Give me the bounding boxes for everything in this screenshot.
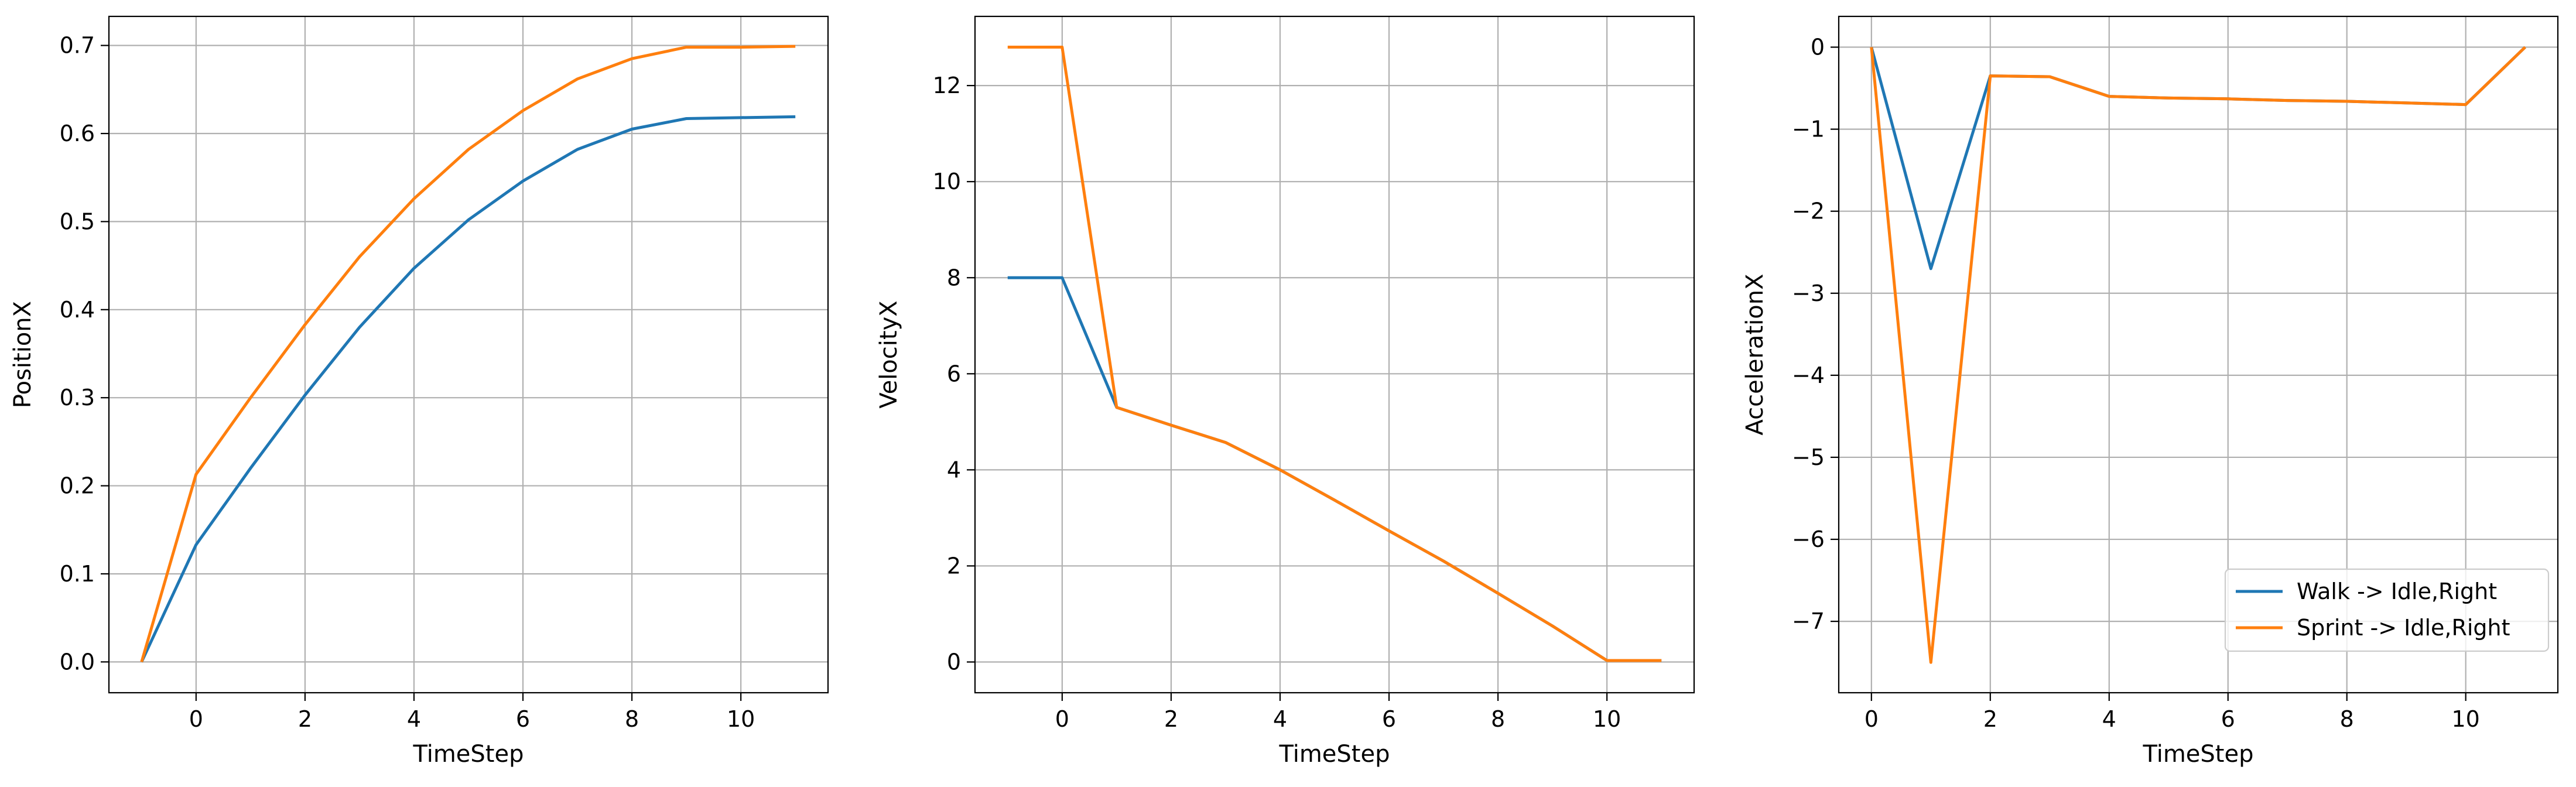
chart-acceleration-ytick-label-0: 0 bbox=[1811, 35, 1825, 60]
chart-position-ytick-label-0: 0.0 bbox=[60, 649, 95, 675]
chart-velocity-ytick-label-6: 12 bbox=[933, 73, 961, 98]
subplot-velocity: 0 2 4 6 8 10 0 2 4 6 8 10 12 TimeStep VelocityX bbox=[875, 15, 1695, 768]
chart-position-ylabel: PositionX bbox=[9, 301, 36, 408]
chart-position-xtick-label-0: 0 bbox=[189, 706, 203, 732]
chart-velocity-ylabel: VelocityX bbox=[875, 300, 902, 408]
chart-position-series-walk-line bbox=[140, 115, 796, 663]
chart-acceleration-xtick-label-10: 10 bbox=[2452, 706, 2480, 732]
chart-acceleration-ytick-label-5: −5 bbox=[1792, 444, 1825, 470]
chart-position-ytick-label-6: 0.6 bbox=[60, 121, 95, 146]
chart-velocity-ytick-label-1: 2 bbox=[947, 553, 961, 579]
chart-position-ytick-label-1: 0.1 bbox=[60, 561, 95, 587]
chart-position-xtick-label-2: 2 bbox=[298, 706, 312, 732]
chart-acceleration-xtick-label-2: 2 bbox=[1983, 706, 1997, 732]
chart-velocity-xtick-label-10: 10 bbox=[1593, 706, 1621, 732]
chart-velocity-xtick-label-0: 0 bbox=[1055, 706, 1069, 732]
chart-acceleration-xtick-label-0: 0 bbox=[1865, 706, 1879, 732]
chart-velocity-xtick-label-4: 4 bbox=[1273, 706, 1287, 732]
legend-label-walk: Walk -> Idle,Right bbox=[2297, 579, 2497, 604]
chart-position-ytick-label-4: 0.4 bbox=[60, 297, 95, 323]
chart-position-ytick-label-5: 0.5 bbox=[60, 208, 95, 234]
chart-acceleration-ytick-label-2: −2 bbox=[1792, 199, 1825, 224]
chart-velocity-frame bbox=[974, 15, 1695, 694]
chart-velocity-ytick-label-3: 6 bbox=[947, 361, 961, 386]
chart-velocity-ytick-label-4: 8 bbox=[947, 265, 961, 290]
chart-acceleration-ytick-label-6: −6 bbox=[1792, 526, 1825, 552]
subplot-acceleration: 0 2 4 6 8 10 0 −1 −2 −3 −4 −5 −6 −7 TimeStep Accelerati… bbox=[1742, 15, 2559, 768]
chart-velocity-xtick-label-8: 8 bbox=[1491, 706, 1505, 732]
chart-position-series-sprint-line bbox=[140, 45, 796, 663]
legend-label-sprint: Sprint -> Idle,Right bbox=[2297, 615, 2510, 641]
legend-box bbox=[2224, 568, 2550, 652]
chart-velocity-xtick-label-6: 6 bbox=[1382, 706, 1396, 732]
chart-acceleration-series-sprint-line bbox=[1870, 46, 2526, 664]
chart-velocity-ytick-label-2: 4 bbox=[947, 457, 961, 483]
subplot-position: 0 2 4 6 8 10 0.0 0.1 0.2 0.3 0.4 0.5 0.6 0.7 TimeStep P… bbox=[9, 15, 829, 768]
chart-position-ytick-label-3: 0.3 bbox=[60, 385, 95, 410]
chart-position-ytick-label-7: 0.7 bbox=[60, 33, 95, 59]
chart-velocity-ytick-label-0: 0 bbox=[947, 649, 961, 675]
chart-velocity-series-sprint-line bbox=[1007, 46, 1662, 662]
chart-acceleration-frame bbox=[1838, 15, 2559, 694]
chart-acceleration-ytick-label-1: −1 bbox=[1792, 117, 1825, 142]
chart-velocity-ytick-label-5: 10 bbox=[933, 169, 961, 194]
chart-acceleration-xlabel: TimeStep bbox=[2143, 741, 2254, 768]
chart-position-xtick-label-8: 8 bbox=[625, 706, 639, 732]
chart-acceleration-ytick-label-4: −4 bbox=[1792, 362, 1825, 388]
legend: Walk -> Idle,Right Sprint -> Idle,Right bbox=[2224, 568, 2550, 652]
chart-velocity-xtick-label-2: 2 bbox=[1164, 706, 1178, 732]
chart-velocity-xlabel: TimeStep bbox=[1279, 741, 1390, 768]
chart-position-ytick-label-2: 0.2 bbox=[60, 473, 95, 499]
chart-acceleration-ytick-label-3: −3 bbox=[1792, 280, 1825, 306]
chart-position-frame bbox=[108, 15, 829, 694]
chart-position-xtick-label-6: 6 bbox=[516, 706, 530, 732]
chart-position-xlabel: TimeStep bbox=[413, 741, 524, 768]
chart-acceleration-xtick-label-4: 4 bbox=[2102, 706, 2116, 732]
chart-acceleration-xtick-label-8: 8 bbox=[2340, 706, 2354, 732]
chart-position-xtick-label-10: 10 bbox=[727, 706, 755, 732]
chart-acceleration-series-walk-line bbox=[1870, 46, 2526, 271]
chart-acceleration-ytick-label-7: −7 bbox=[1792, 608, 1825, 634]
chart-position-xtick-label-4: 4 bbox=[407, 706, 421, 732]
chart-acceleration-ylabel: AccelerationX bbox=[1742, 274, 1768, 436]
chart-acceleration-xtick-label-6: 6 bbox=[2221, 706, 2235, 732]
